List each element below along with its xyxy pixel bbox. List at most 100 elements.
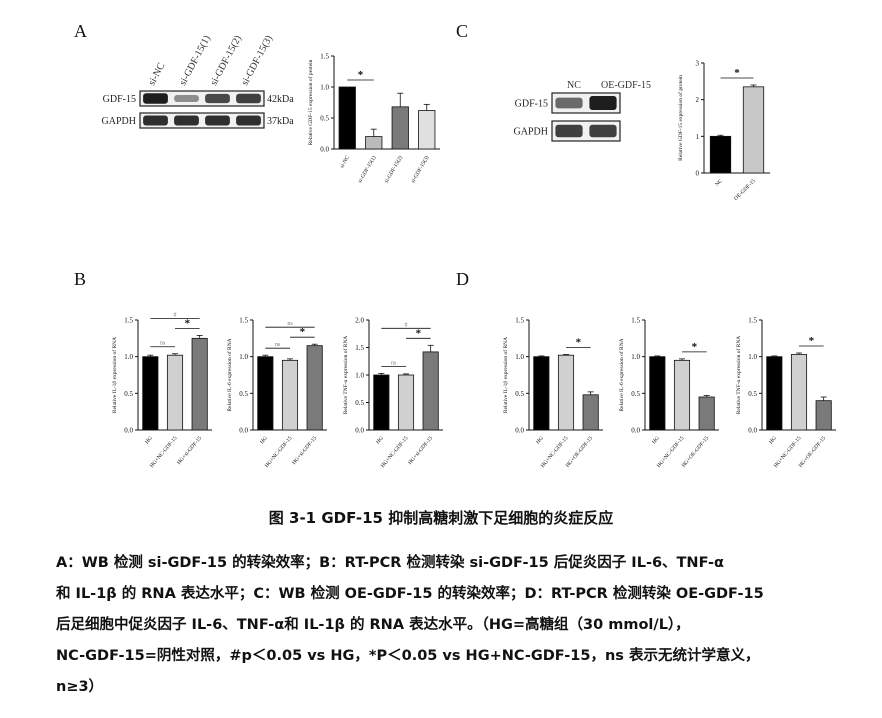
y-axis-label: Relative IL-6 expression of RNA [618,338,625,411]
y-axis-label: Relative TNF-α expression of RNA [342,336,349,415]
lane-label: si-GDF-15(3) [239,34,275,88]
bar [166,354,184,431]
bar [673,359,691,431]
x-tick-label: si-GDF-15(2) [383,154,404,184]
y-tick-label: 0.0 [631,427,640,435]
blot-row-label: GDF-15 [103,94,136,105]
blot-band [143,93,168,104]
bar [257,356,274,431]
y-tick-label: 0.0 [124,427,133,435]
bar [557,354,575,431]
lane-label: si-NC [146,61,167,88]
significance-label: # [174,312,177,318]
legend-line: A：WB 检测 si-GDF-15 的转染效率；B：RT-PCR 检测转染 si… [56,555,725,571]
y-tick-label: 1.0 [355,372,364,380]
y-tick-label: 0.5 [748,390,757,398]
y-tick-label: 1.0 [239,353,248,361]
chart-b3: 0.0 0.5 1.0 1.5 2.0 Relative TNF-α expression… [342,317,443,469]
bar [422,351,439,431]
bar [391,106,409,150]
y-axis-label: Relative TNF-α expression of RNA [735,336,742,415]
y-tick-label: 0.0 [515,427,524,435]
y-tick-label: 2.0 [355,317,364,325]
chart-b2: 0.0 0.5 1.0 1.5 Relative IL-6 expression of … [226,317,327,469]
bar [397,374,415,431]
blot-strip [139,112,265,129]
y-tick-label: 1.5 [320,53,329,61]
y-tick-label: 1.0 [515,353,524,361]
y-tick-label: 0.5 [124,390,133,398]
blot-row-label: GDF-15 [515,99,548,110]
y-tick-label: 0.5 [631,390,640,398]
y-tick-label: 0.0 [320,146,329,154]
legend-line: NC-GDF-15=阴性对照，#p＜0.05 vs HG，*P＜0.05 vs … [56,648,760,664]
significance-label: * [809,335,815,347]
x-tick-label: HG+si-GDF-15 [176,435,203,466]
bar [533,356,550,431]
significance-label: * [300,326,306,338]
x-tick-label: HG [768,435,778,445]
x-tick-label: HG [651,435,661,445]
bar [373,374,390,431]
y-tick-label: 2 [696,96,700,104]
y-tick-label: 0.5 [320,115,329,123]
blot-band [589,96,617,110]
y-tick-label: 0.5 [355,399,364,407]
significance-label: ns [275,342,281,348]
blot-band [205,115,230,126]
significance-label: * [576,336,582,348]
blot-band [555,97,583,109]
y-tick-label: 1.5 [124,317,133,325]
significance-label: ns [287,321,293,327]
figure-legend: A：WB 检测 si-GDF-15 的转染效率；B：RT-PCR 检测转染 si… [56,548,846,703]
lane-label: OE-GDF-15 [601,80,651,91]
x-tick-label: HG+si-GDF-15 [407,435,434,466]
bar [649,356,666,431]
y-tick-label: 0.0 [748,427,757,435]
blot-size-label: 42kDa [267,94,294,105]
blot-band [143,115,168,126]
legend-line: n≥3） [56,679,104,695]
chart-d1: 0.0 0.5 1.0 1.5 Relative IL-1β expression of… [502,317,603,469]
x-tick-label: HG [144,435,154,445]
y-tick-label: 1.0 [320,84,329,92]
x-tick-label: HG+OE-GDF-15 [565,435,595,469]
western-blot-a: si-NC si-GDF-15(1)si-GDF-15(2)si-GDF-15(3… [102,34,294,129]
y-tick-label: 1.5 [748,317,757,325]
significance-label: ns [391,360,397,366]
x-tick-label: HG [259,435,269,445]
x-tick-label: OE-GDF-15 [733,178,757,202]
x-tick-label: HG [375,435,385,445]
bar [338,86,356,150]
blot-band [236,93,261,104]
y-tick-label: 0.5 [239,390,248,398]
significance-label: * [734,67,740,79]
y-tick-label: 0 [696,170,700,178]
blot-strip [139,90,265,107]
lane-label: si-GDF-15(2) [208,34,244,88]
lane-label: si-GDF-15(1) [177,34,213,88]
y-axis-label: Relative IL-6 expression of RNA [226,338,233,411]
legend-line: 和 IL-1β 的 RNA 表达水平；C：WB 检测 OE-GDF-15 的转染… [56,586,764,602]
chart-d3: 0.0 0.5 1.0 1.5 Relative TNF-α expression of… [735,317,836,469]
bar [365,136,383,150]
y-tick-label: 1.5 [515,317,524,325]
significance-label: # [405,322,408,328]
bar [582,394,599,431]
x-tick-label: HG+NC-GDF-15 [264,435,294,469]
x-tick-label: HG+OE-GDF-15 [798,435,828,469]
x-tick-label: HG+OE-GDF-15 [681,435,711,469]
x-tick-label: HG+NC-GDF-15 [149,435,179,469]
x-tick-label: HG+NC-GDF-15 [380,435,410,469]
y-tick-label: 1 [696,133,700,141]
x-tick-label: si-GDF-15(1) [356,154,377,184]
figure-caption: 图 3-1 GDF-15 抑制高糖刺激下足细胞的炎症反应 [268,509,614,527]
y-tick-label: 3 [696,60,700,68]
y-tick-label: 1.0 [124,353,133,361]
y-axis-label: Relative GDF-15 expression of protein [307,59,314,145]
panel-letter-d: D [456,269,469,289]
bar [698,396,715,431]
significance-label: * [358,69,364,81]
bar [306,345,323,431]
chart-b1: 0.0 0.5 1.0 1.5 Relative IL-1β expression of… [111,312,212,469]
